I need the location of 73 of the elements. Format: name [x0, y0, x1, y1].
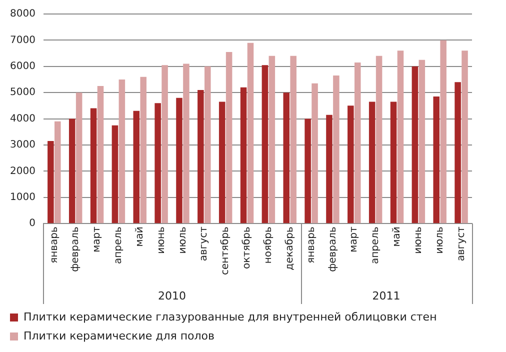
bar: [326, 114, 332, 224]
bar: [390, 102, 397, 224]
bar: [268, 56, 276, 224]
bar: [140, 76, 146, 224]
x-tick-label: январь: [306, 226, 317, 264]
x-tick-label: июнь: [156, 226, 167, 254]
y-tick-label: 7000: [10, 34, 36, 46]
x-tick-label: сентябрь: [220, 226, 232, 275]
bar: [176, 98, 182, 224]
y-tick-label: 3000: [10, 140, 36, 151]
x-tick-label: август: [456, 226, 467, 262]
bar: [68, 118, 76, 224]
bar: [262, 65, 268, 224]
bar: [290, 56, 296, 224]
x-tick-label: февраль: [70, 226, 82, 272]
bar: [348, 106, 354, 224]
bar: [312, 83, 318, 224]
x-tick-label: май: [392, 226, 403, 247]
bar: [48, 141, 54, 224]
x-tick-label: апрель: [113, 226, 124, 264]
x-tick-label: июль: [434, 226, 446, 254]
x-tick-label: январь: [48, 226, 60, 264]
y-tick-label: 2000: [10, 166, 36, 177]
bar: [90, 108, 97, 224]
bar: [76, 92, 82, 224]
bar: [240, 87, 247, 224]
bar: [304, 118, 311, 224]
legend-label: Плитки керамические глазурованные для внутренней облицовки стен: [24, 310, 437, 324]
y-tick-label: 5000: [10, 87, 36, 98]
bar: [112, 125, 118, 224]
bar: [154, 103, 161, 224]
bar: [162, 65, 168, 224]
y-tick-label: 1000: [10, 192, 36, 203]
bar: [368, 102, 376, 224]
bar: [333, 76, 340, 224]
bar: [412, 66, 418, 224]
bar: [354, 62, 361, 224]
bar: [97, 86, 104, 224]
y-tick-label: 4000: [10, 113, 36, 124]
x-tick-label: октябрь: [242, 226, 253, 269]
bar: [204, 66, 211, 224]
bar: [454, 82, 461, 224]
x-tick-label: май: [134, 226, 146, 247]
y-tick-label: 0: [29, 218, 36, 230]
x-tick-label: декабрь: [284, 226, 296, 270]
text: 2010: [158, 289, 186, 302]
x-tick-label: февраль: [327, 226, 338, 272]
x-tick-label: ноябрь: [263, 226, 274, 264]
bar: [133, 110, 140, 224]
bar: [198, 90, 204, 224]
bar: [433, 96, 440, 224]
bar: [183, 64, 190, 224]
bar: [226, 52, 232, 224]
x-tick-label: июнь: [413, 226, 424, 254]
bar: [440, 40, 446, 224]
bar: [418, 60, 426, 224]
x-tick-label: август: [198, 226, 210, 262]
x-tick-label: март: [92, 226, 103, 252]
x-tick-label: март: [348, 226, 360, 252]
bar: [218, 102, 226, 224]
bar: [283, 92, 290, 224]
y-tick-label: 6000: [10, 60, 36, 72]
text: 2011: [372, 289, 400, 302]
x-tick-label: июль: [177, 226, 188, 254]
bar: [462, 50, 468, 224]
bar: [54, 121, 61, 224]
x-tick-label: апрель: [370, 226, 382, 264]
y-tick-label: 8000: [10, 8, 36, 20]
bar: [397, 50, 404, 224]
bar: [376, 56, 382, 224]
bar: [118, 79, 126, 224]
bar: [247, 42, 254, 224]
legend-label: Плитки керамические для полов: [24, 329, 215, 342]
